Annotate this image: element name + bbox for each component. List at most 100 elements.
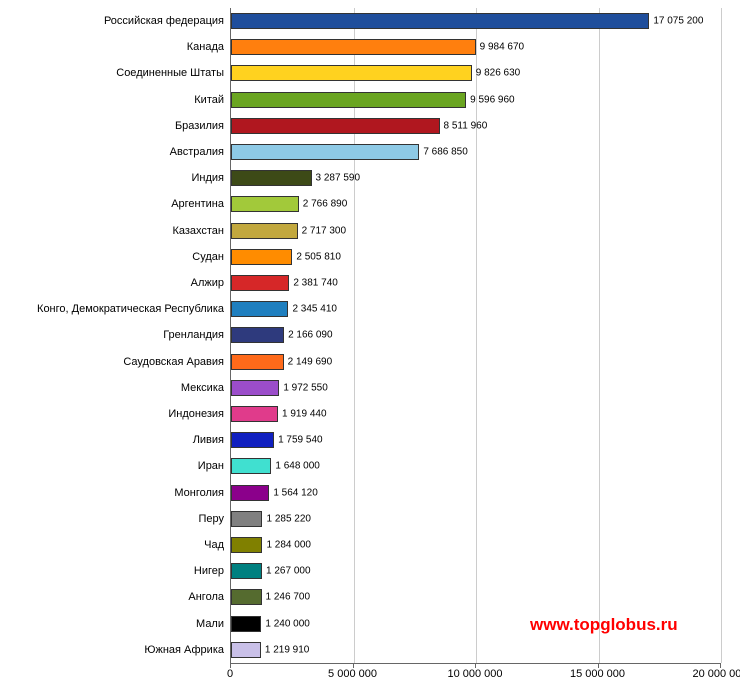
bar xyxy=(231,406,278,422)
x-tick-label: 20 000 000 xyxy=(692,668,740,680)
bar-row: Гренландия 2 166 090 xyxy=(0,322,740,348)
bar-row: Иран1 648 000 xyxy=(0,453,740,479)
bar xyxy=(231,537,262,553)
bar-row: Нигер 1 267 000 xyxy=(0,558,740,584)
bar-label: Конго, Демократическая Республика xyxy=(37,303,224,315)
bar xyxy=(231,275,289,291)
bar-value: 1 240 000 xyxy=(265,618,310,629)
bar-label: Австралия xyxy=(170,146,224,158)
bar-row: Чад 1 284 000 xyxy=(0,532,740,558)
bar-label: Судан xyxy=(192,251,224,263)
bar-row: Казахстан 2 717 300 xyxy=(0,218,740,244)
bar-row: Конго, Демократическая Республика 2 345 4… xyxy=(0,296,740,322)
bar xyxy=(231,511,262,527)
bar-label: Южная Африка xyxy=(144,644,224,656)
bar-value: 1 972 550 xyxy=(283,382,328,393)
x-tick-label: 0 xyxy=(227,668,233,680)
bar-row: Монголия 1 564 120 xyxy=(0,480,740,506)
bar-label: Соединенные Штаты xyxy=(116,67,224,79)
x-tick-label: 15 000 000 xyxy=(570,668,625,680)
bar-label: Мали xyxy=(196,618,224,630)
bar xyxy=(231,92,466,108)
bar-row: Ангола 1 246 700 xyxy=(0,584,740,610)
bar-row: Индонезия 1 919 440 xyxy=(0,401,740,427)
bar xyxy=(231,642,261,658)
x-tick-label: 5 000 000 xyxy=(328,668,377,680)
bar-label: Индонезия xyxy=(168,408,224,420)
bar xyxy=(231,196,299,212)
bar-value: 1 919 440 xyxy=(282,409,327,420)
bar-row: Саудовская Аравия 2 149 690 xyxy=(0,349,740,375)
bar xyxy=(231,327,284,343)
bar-row: Южная Африка 1 219 910 xyxy=(0,637,740,663)
bar-value: 3 287 590 xyxy=(316,173,361,184)
bar-label: Алжир xyxy=(191,277,224,289)
bar-value: 1 285 220 xyxy=(266,513,311,524)
bar-label: Индия xyxy=(191,172,224,184)
bar-label: Нигер xyxy=(194,565,224,577)
x-tick-label: 10 000 000 xyxy=(447,668,502,680)
bar xyxy=(231,563,262,579)
bar-value: 9 984 670 xyxy=(480,42,525,53)
watermark-link[interactable]: www.topglobus.ru xyxy=(530,615,678,635)
bar-value: 2 381 740 xyxy=(293,278,338,289)
bar-row: Китай 9 596 960 xyxy=(0,87,740,113)
bar-label: Бразилия xyxy=(175,120,224,132)
bar-label: Казахстан xyxy=(172,225,224,237)
bar-value: 2 166 090 xyxy=(288,330,333,341)
bar-label: Ангола xyxy=(188,591,224,603)
bar-label: Чад xyxy=(204,539,224,551)
bar-row: Бразилия 8 511 960 xyxy=(0,113,740,139)
bar-row: Алжир 2 381 740 xyxy=(0,270,740,296)
bar xyxy=(231,223,298,239)
bar-value: 1 759 540 xyxy=(278,435,323,446)
bar-value: 2 149 690 xyxy=(288,356,333,367)
bar-value: 1 564 120 xyxy=(273,487,318,498)
bar-row: Аргентина 2 766 890 xyxy=(0,191,740,217)
bar xyxy=(231,144,419,160)
bar-value: 1 246 700 xyxy=(266,592,311,603)
bar-label: Иран xyxy=(198,460,224,472)
bar-row: Ливия 1 759 540 xyxy=(0,427,740,453)
bar-value: 17 075 200 xyxy=(653,16,703,27)
bar xyxy=(231,432,274,448)
bar-label: Мексика xyxy=(181,382,224,394)
bar xyxy=(231,458,271,474)
bar-value: 2 766 890 xyxy=(303,199,348,210)
bar xyxy=(231,354,284,370)
bar-row: Канада 9 984 670 xyxy=(0,34,740,60)
bar xyxy=(231,249,292,265)
bar-row: Мексика 1 972 550 xyxy=(0,375,740,401)
bar-value: 1 284 000 xyxy=(266,540,311,551)
bar-label: Ливия xyxy=(193,434,224,446)
bar xyxy=(231,13,649,29)
bar xyxy=(231,301,288,317)
bar xyxy=(231,118,440,134)
bar-label: Монголия xyxy=(174,487,224,499)
bar-row: Российская федерация 17 075 200 xyxy=(0,8,740,34)
bar-label: Российская федерация xyxy=(104,15,224,27)
bar xyxy=(231,39,476,55)
bar-label: Саудовская Аравия xyxy=(123,356,224,368)
bar-value: 1 219 910 xyxy=(265,644,310,655)
bar xyxy=(231,170,312,186)
bar-row: Индия 3 287 590 xyxy=(0,165,740,191)
bar-label: Перу xyxy=(198,513,224,525)
bar-value: 9 826 630 xyxy=(476,68,521,79)
bar-label: Гренландия xyxy=(163,329,224,341)
bar-value: 2 505 810 xyxy=(296,251,341,262)
bar-label: Аргентина xyxy=(171,198,224,210)
bar-value: 9 596 960 xyxy=(470,94,515,105)
area-chart: 0 5 000 000 10 000 000 15 000 000 20 000 000… xyxy=(0,0,740,700)
bar-value: 2 345 410 xyxy=(292,304,337,315)
bar-value: 8 511 960 xyxy=(444,120,488,131)
bar xyxy=(231,485,269,501)
bar-row: Австралия7 686 850 xyxy=(0,139,740,165)
bar-value: 2 717 300 xyxy=(302,225,347,236)
bar-value: 1 267 000 xyxy=(266,566,311,577)
bar xyxy=(231,616,261,632)
bar-label: Канада xyxy=(187,41,224,53)
bar-label: Китай xyxy=(194,94,224,106)
bar xyxy=(231,589,262,605)
bar-row: Соединенные Штаты 9 826 630 xyxy=(0,60,740,86)
